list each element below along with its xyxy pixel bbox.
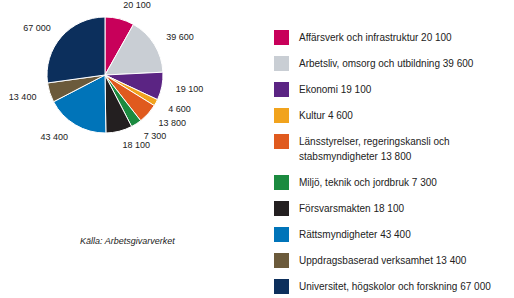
svg-text:4 600: 4 600: [168, 104, 191, 114]
html-text:Miljö, teknik och jordbruk 7 3: Miljö, teknik och jordbruk 7 300: [299, 177, 437, 188]
svg-text:18 100: 18 100: [123, 140, 151, 150]
html-text:Källa: Arbetsgivarverket: Källa: Arbetsgivarverket: [80, 236, 175, 246]
html-text:Ekonomi 19 100: Ekonomi 19 100: [299, 84, 372, 95]
html-text:Försvarsmakten 18 100: Försvarsmakten 18 100: [299, 203, 405, 214]
svg-text:13 400: 13 400: [9, 92, 37, 102]
svg-text:19 100: 19 100: [176, 84, 204, 94]
html-text:Arbetsliv, omsorg och utbildni: Arbetsliv, omsorg och utbildning 39 600: [299, 58, 474, 69]
svg-text:7 300: 7 300: [143, 130, 167, 141]
html-text:Kultur 4 600: Kultur 4 600: [299, 110, 353, 121]
html-text:Uppdragsbaserad verksamhet 13: Uppdragsbaserad verksamhet 13 400: [299, 255, 467, 266]
html-text:Affärsverk och infrastruktur 2: Affärsverk och infrastruktur 20 100: [299, 32, 452, 43]
html-text:Länsstyrelser, regeringskansli: Länsstyrelser, regeringskansli och stabs…: [299, 136, 450, 162]
svg-text:20 100: 20 100: [123, 0, 151, 10]
svg-text:39 600: 39 600: [166, 32, 194, 42]
html-text:Universitet, högskolor och for: Universitet, högskolor och forskning 67 …: [299, 281, 491, 292]
html-text:Rättsmyndigheter 43 400: Rättsmyndigheter 43 400: [299, 229, 411, 240]
svg-text:43 400: 43 400: [41, 132, 69, 142]
svg-text:67 000: 67 000: [23, 23, 51, 33]
svg-text:13 800: 13 800: [159, 118, 187, 128]
